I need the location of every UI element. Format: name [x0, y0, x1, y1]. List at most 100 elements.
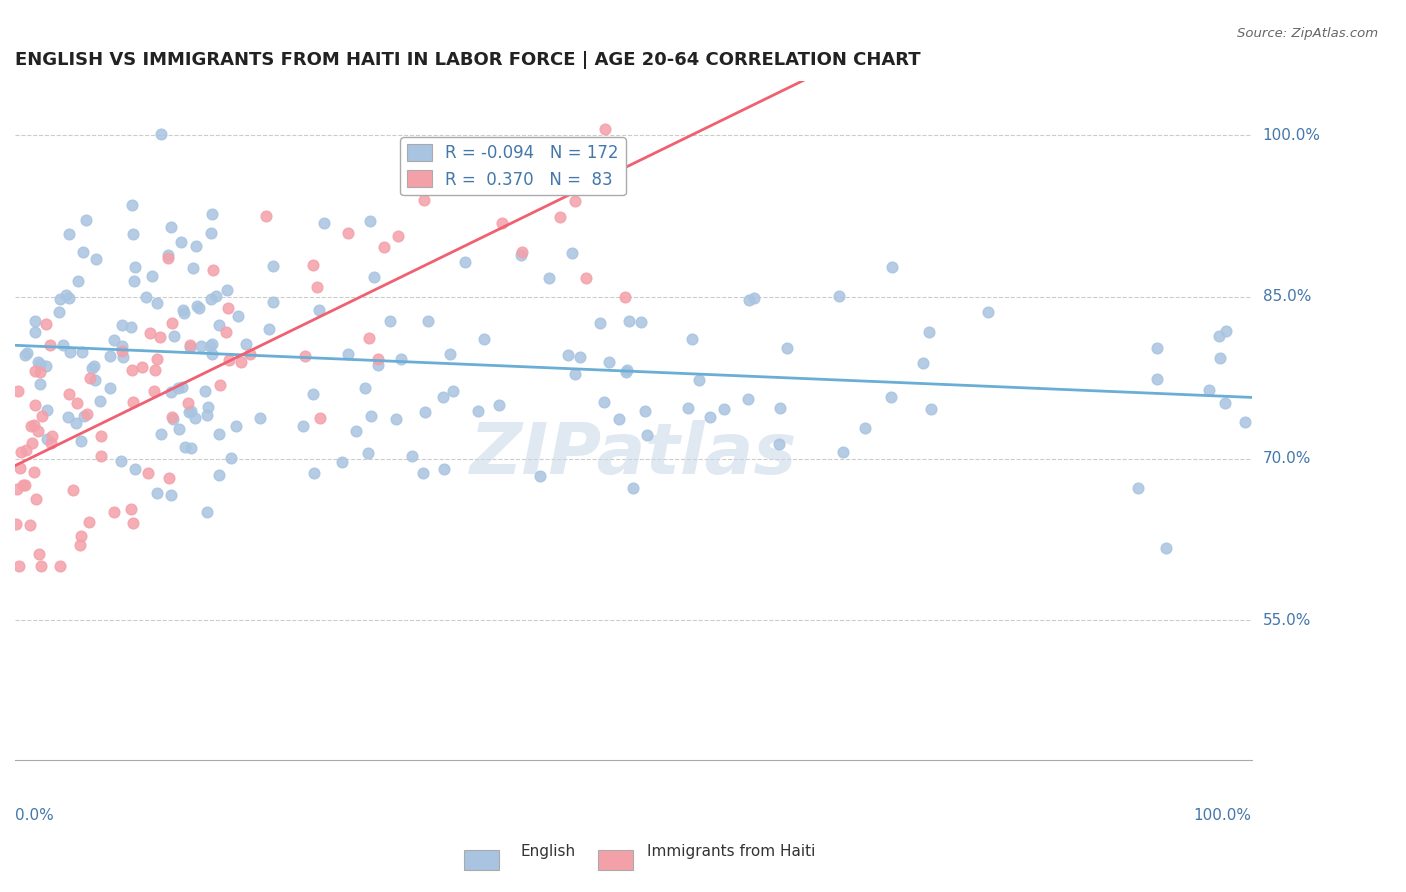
Point — [39, 338, 62, 352]
Point — [190, 338, 212, 352]
Point — [49, 293, 72, 307]
Point — [184, 238, 207, 252]
Point — [1146, 342, 1168, 356]
Point — [359, 330, 381, 344]
Point — [160, 410, 183, 425]
Point — [135, 290, 157, 304]
Point — [159, 488, 181, 502]
Point — [13, 477, 35, 491]
Point — [699, 409, 721, 424]
Point — [472, 332, 495, 346]
Point — [373, 240, 395, 254]
Point — [15, 346, 38, 360]
Point — [143, 384, 166, 398]
Point — [162, 316, 184, 330]
Point — [201, 262, 224, 277]
Point — [294, 349, 316, 363]
Point — [776, 341, 799, 355]
Point — [7, 384, 30, 399]
Point — [1198, 383, 1220, 397]
Point — [208, 427, 231, 442]
Point — [378, 314, 401, 328]
Point — [28, 377, 51, 392]
Point — [593, 395, 616, 409]
Text: 100.0%: 100.0% — [1263, 128, 1320, 143]
Point — [8, 559, 31, 574]
Point — [131, 360, 153, 375]
Point — [737, 293, 759, 307]
Point — [124, 260, 146, 274]
Point — [110, 453, 132, 467]
Point — [630, 315, 652, 329]
Point — [55, 287, 77, 301]
Point — [1208, 329, 1230, 343]
Point — [24, 364, 46, 378]
Point — [98, 380, 121, 394]
Point — [122, 516, 145, 531]
Point — [121, 198, 143, 212]
Point — [249, 411, 271, 425]
Point — [197, 408, 219, 422]
Point — [111, 344, 134, 359]
Text: Immigrants from Haiti: Immigrants from Haiti — [647, 845, 815, 859]
Point — [418, 177, 440, 191]
Point — [70, 345, 93, 359]
Point — [262, 295, 284, 310]
Point — [488, 398, 510, 412]
Point — [58, 387, 80, 401]
Point — [218, 353, 240, 368]
Point — [173, 440, 195, 454]
Point — [217, 301, 239, 315]
Point — [122, 227, 145, 241]
Point — [200, 226, 222, 240]
Point — [79, 515, 101, 529]
Point — [24, 398, 46, 412]
Point — [911, 356, 934, 370]
Point — [920, 402, 942, 417]
Point — [111, 350, 134, 364]
Legend: R = -0.094   N = 172, R =  0.370   N =  83: R = -0.094 N = 172, R = 0.370 N = 83 — [401, 137, 626, 195]
Point — [172, 303, 194, 318]
Point — [360, 409, 382, 423]
Point — [30, 559, 52, 574]
Point — [307, 279, 329, 293]
Text: Source: ZipAtlas.com: Source: ZipAtlas.com — [1237, 27, 1378, 40]
Point — [357, 446, 380, 460]
Point — [67, 274, 90, 288]
Point — [172, 379, 194, 393]
Point — [39, 436, 62, 450]
Point — [70, 434, 93, 448]
Point — [173, 306, 195, 320]
Point — [14, 347, 37, 361]
Point — [768, 437, 790, 451]
Point — [367, 359, 389, 373]
Point — [634, 404, 657, 418]
Point — [330, 455, 353, 469]
Point — [621, 481, 644, 495]
Point — [259, 322, 281, 336]
Point — [145, 485, 167, 500]
Point — [568, 350, 591, 364]
Point — [73, 409, 96, 423]
Point — [354, 381, 377, 395]
Point — [83, 359, 105, 373]
Point — [186, 299, 208, 313]
Point — [30, 364, 52, 378]
Point — [201, 206, 224, 220]
Point — [52, 338, 75, 352]
Point — [166, 380, 188, 394]
Point — [10, 445, 32, 459]
Point — [509, 248, 531, 262]
Point — [880, 390, 903, 404]
Point — [312, 215, 335, 229]
Point — [184, 410, 207, 425]
Text: 55.0%: 55.0% — [1263, 613, 1310, 628]
Point — [367, 351, 389, 366]
Point — [613, 290, 636, 304]
Text: 0.0%: 0.0% — [15, 808, 53, 823]
Point — [208, 318, 231, 332]
Point — [401, 449, 423, 463]
Point — [681, 332, 703, 346]
Point — [688, 373, 710, 387]
Point — [149, 329, 172, 343]
